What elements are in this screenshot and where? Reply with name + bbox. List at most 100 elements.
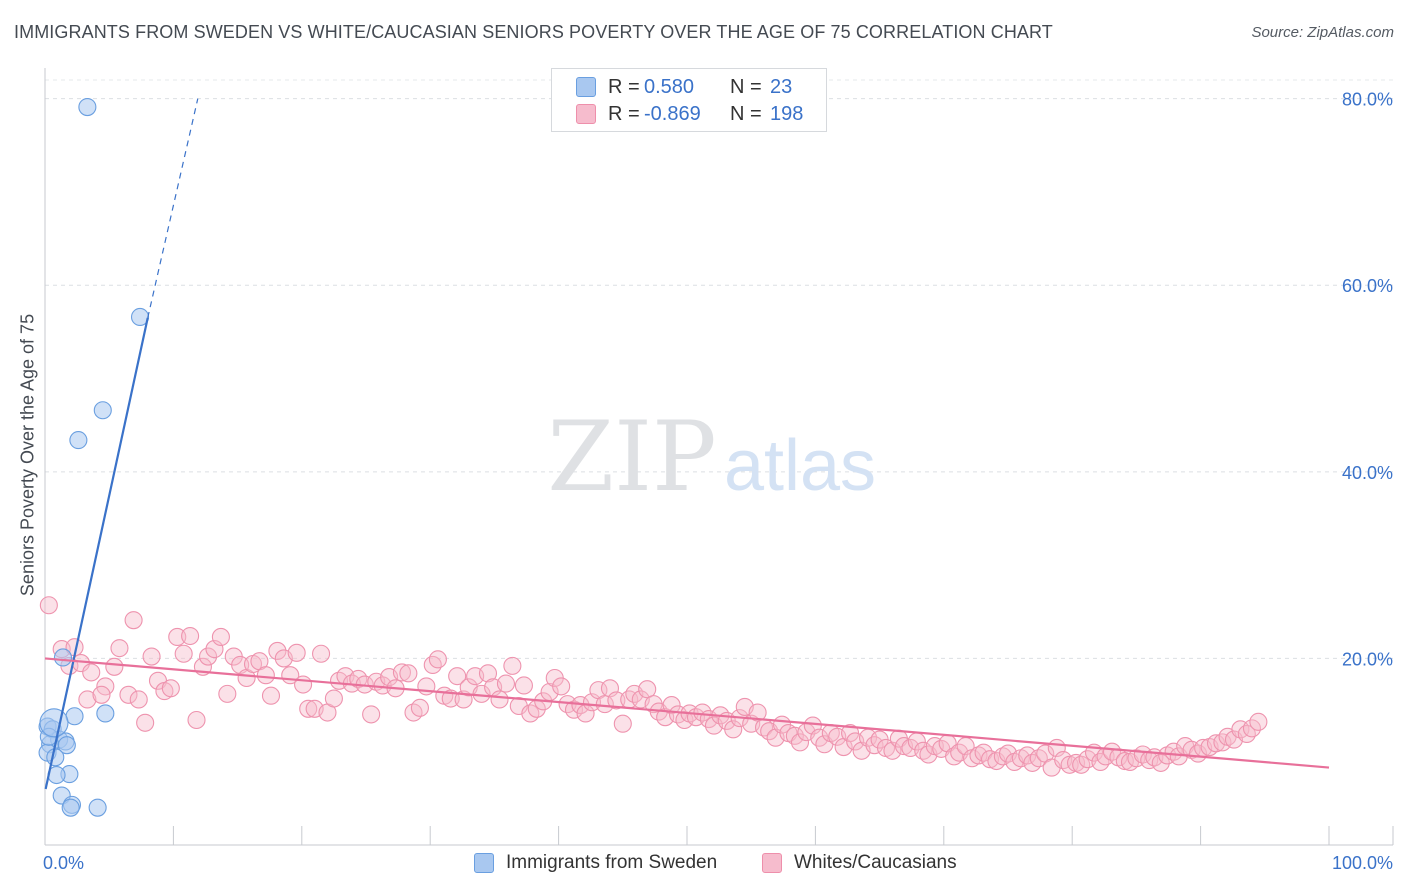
x-tick-label: 100.0% xyxy=(1332,853,1393,873)
data-point-sweden xyxy=(39,708,69,738)
y-tick-label: 80.0% xyxy=(1342,90,1393,110)
data-point-white xyxy=(969,746,988,765)
data-point-white xyxy=(1115,751,1134,771)
legend-r-value: 0.580 xyxy=(644,75,695,98)
data-point-white xyxy=(552,677,571,696)
data-point-white xyxy=(129,690,148,709)
data-point-white xyxy=(1206,734,1226,753)
data-point-white xyxy=(78,690,97,709)
data-point-white xyxy=(514,676,533,695)
trend-line-sweden xyxy=(44,317,149,790)
data-point-white xyxy=(564,700,584,719)
legend-swatch-sweden xyxy=(576,77,596,97)
data-point-white xyxy=(256,666,275,685)
data-point-sweden xyxy=(93,401,112,420)
data-point-sweden xyxy=(69,431,88,450)
data-point-white xyxy=(324,689,343,708)
data-point-white xyxy=(496,674,516,693)
watermark: ZIP atlas xyxy=(547,401,876,513)
legend-row-white: R = -0.869 N = 198 xyxy=(576,102,803,126)
data-point-white xyxy=(287,643,306,662)
data-point-white xyxy=(211,627,230,647)
data-point-white xyxy=(82,663,101,682)
source-label: Source: ZipAtlas.com xyxy=(1251,24,1394,41)
legend-item-white[interactable]: Whites/Caucasians xyxy=(762,852,957,874)
data-point-white xyxy=(448,667,467,686)
data-point-white xyxy=(299,699,318,718)
series-whites-points xyxy=(39,596,1268,777)
data-point-white xyxy=(521,704,540,723)
legend-item-sweden[interactable]: Immigrants from Sweden xyxy=(474,852,717,874)
data-point-white xyxy=(174,644,193,663)
data-point-white xyxy=(724,720,743,739)
data-point-sweden xyxy=(61,798,80,817)
legend-n-label: N = xyxy=(730,102,762,125)
data-point-white xyxy=(638,680,657,699)
data-point-white xyxy=(96,677,115,696)
legend-n-value: 198 xyxy=(770,102,804,125)
data-point-white xyxy=(1023,753,1042,772)
legend-label-sweden: Immigrants from Sweden xyxy=(506,852,718,873)
grid-lines xyxy=(45,79,1393,659)
legend-r-label: R = xyxy=(608,75,640,98)
y-tick-labels: 20.0% 40.0% 60.0% 80.0% xyxy=(1342,90,1393,670)
data-point-white xyxy=(974,743,993,762)
data-point-white xyxy=(187,710,206,730)
data-point-white xyxy=(1249,712,1268,731)
data-point-white xyxy=(392,663,412,682)
x-tick-label: 0.0% xyxy=(43,853,84,873)
data-point-white xyxy=(404,703,423,722)
data-point-white xyxy=(362,705,381,724)
data-point-white xyxy=(613,714,632,733)
data-point-white xyxy=(1213,733,1232,752)
data-point-white xyxy=(110,639,129,658)
data-point-white xyxy=(428,650,447,669)
data-point-white xyxy=(662,696,681,715)
data-point-white xyxy=(490,690,509,709)
data-point-white xyxy=(993,747,1012,766)
y-tick-label: 20.0% xyxy=(1342,649,1393,669)
series-legend: Immigrants from Sweden Whites/Caucasians xyxy=(0,852,1406,878)
data-point-white xyxy=(503,656,522,675)
data-point-white xyxy=(105,657,124,676)
legend-label-white: Whites/Caucasians xyxy=(794,852,957,873)
legend-r-label: R = xyxy=(608,102,640,125)
data-point-sweden xyxy=(96,704,115,723)
data-point-white xyxy=(410,698,429,717)
data-point-white xyxy=(161,679,180,698)
data-point-white xyxy=(1091,752,1110,772)
data-point-white xyxy=(39,596,58,615)
y-tick-label: 60.0% xyxy=(1342,276,1393,296)
data-point-white xyxy=(181,626,200,646)
chart-title: IMMIGRANTS FROM SWEDEN VS WHITE/CAUCASIA… xyxy=(14,22,1053,42)
legend-n-value: 23 xyxy=(770,75,793,98)
data-point-sweden xyxy=(53,648,73,667)
legend-swatch-white xyxy=(576,104,596,124)
y-tick-label: 40.0% xyxy=(1342,463,1393,483)
data-point-white xyxy=(748,703,767,722)
data-point-white xyxy=(168,627,187,647)
data-point-white xyxy=(136,713,155,732)
data-point-white xyxy=(92,685,111,704)
legend-row-sweden: R = 0.580 N = 23 xyxy=(576,75,792,99)
data-point-white xyxy=(312,644,331,663)
data-point-white xyxy=(1029,749,1048,768)
watermark-atlas: atlas xyxy=(724,426,876,506)
data-point-white xyxy=(1237,724,1256,744)
trend-line-sweden-extension xyxy=(147,98,199,319)
data-point-white xyxy=(607,691,626,710)
data-point-white xyxy=(399,664,418,683)
series-sweden-points xyxy=(38,98,150,817)
data-point-sweden xyxy=(46,748,65,767)
data-point-white xyxy=(218,684,237,703)
data-point-white xyxy=(142,647,161,666)
data-point-white xyxy=(1242,719,1262,738)
data-point-white xyxy=(124,611,143,630)
data-point-white xyxy=(423,655,442,674)
data-point-white xyxy=(294,675,313,694)
data-point-sweden xyxy=(88,798,107,817)
data-point-white xyxy=(790,733,810,752)
data-point-sweden xyxy=(78,98,97,117)
data-point-white xyxy=(1151,753,1170,772)
